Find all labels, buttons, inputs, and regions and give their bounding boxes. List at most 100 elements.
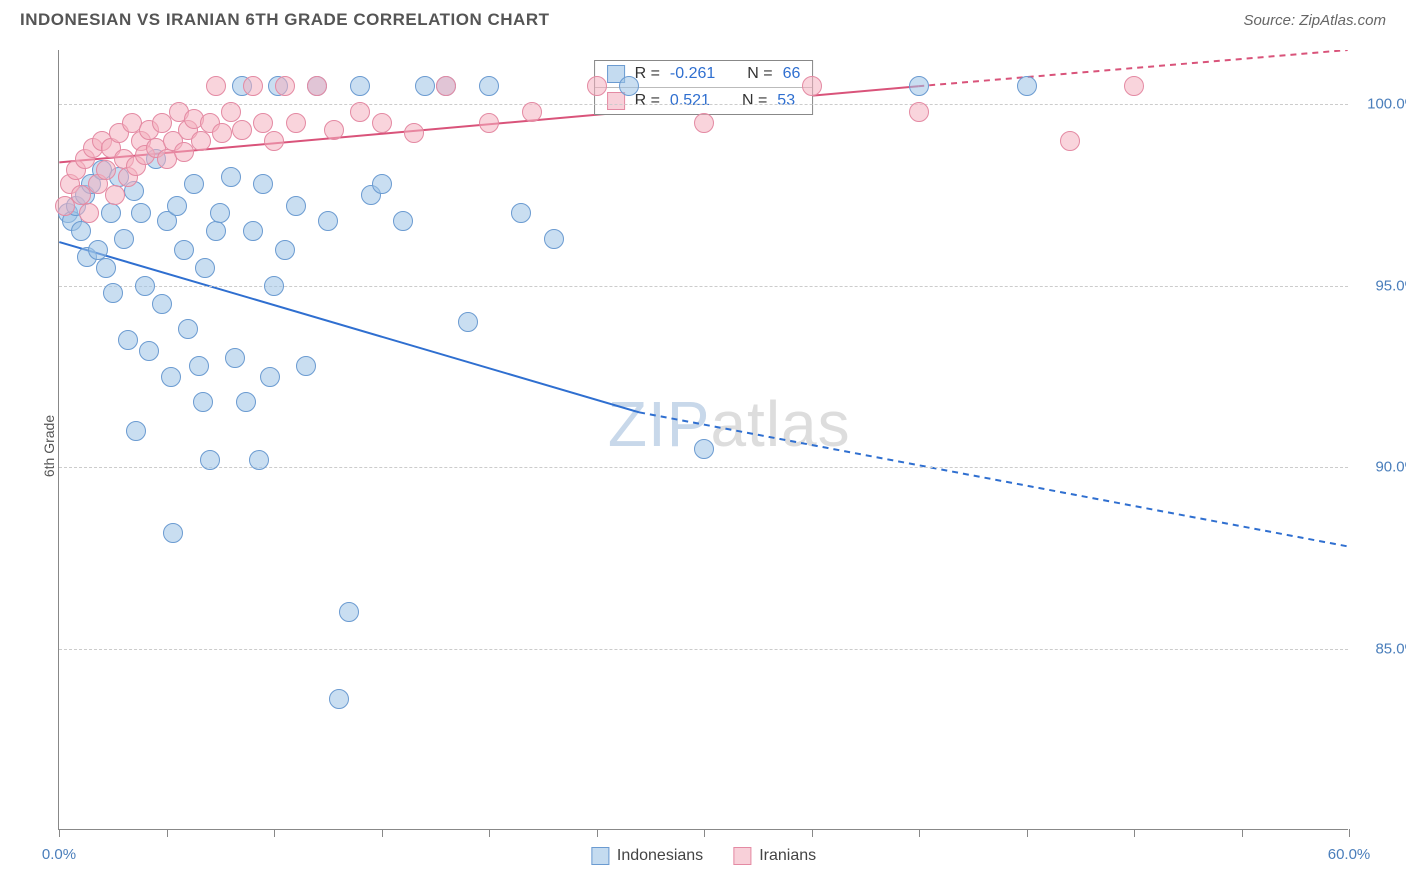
scatter-point	[350, 102, 370, 122]
watermark: ZIPatlas	[608, 387, 851, 461]
scatter-point	[296, 356, 316, 376]
scatter-point	[232, 120, 252, 140]
scatter-point	[544, 229, 564, 249]
scatter-point	[522, 102, 542, 122]
gridline	[59, 104, 1348, 105]
scatter-point	[221, 167, 241, 187]
scatter-point	[286, 113, 306, 133]
x-tick-label: 0.0%	[42, 846, 76, 863]
scatter-point	[178, 319, 198, 339]
x-tick	[1349, 829, 1350, 837]
scatter-point	[249, 450, 269, 470]
scatter-point	[118, 330, 138, 350]
x-tick	[167, 829, 168, 837]
x-tick	[1134, 829, 1135, 837]
scatter-point	[264, 276, 284, 296]
y-tick-label: 90.0%	[1358, 459, 1406, 476]
scatter-point	[318, 211, 338, 231]
scatter-point	[101, 203, 121, 223]
scatter-point	[909, 102, 929, 122]
gridline	[59, 649, 1348, 650]
scatter-point	[264, 131, 284, 151]
chart-plot-area: ZIPatlas R = -0.261 N = 66 R = 0.521 N =…	[58, 50, 1348, 830]
scatter-point	[210, 203, 230, 223]
r-value: -0.261	[670, 65, 715, 83]
scatter-point	[71, 221, 91, 241]
scatter-point	[114, 229, 134, 249]
scatter-point	[436, 76, 456, 96]
x-tick	[812, 829, 813, 837]
scatter-point	[126, 421, 146, 441]
scatter-point	[260, 367, 280, 387]
bottom-legend: Indonesians Iranians	[591, 847, 816, 865]
swatch-icon	[591, 847, 609, 865]
scatter-point	[221, 102, 241, 122]
chart-title: INDONESIAN VS IRANIAN 6TH GRADE CORRELAT…	[20, 10, 549, 30]
scatter-point	[88, 240, 108, 260]
y-tick-label: 85.0%	[1358, 640, 1406, 657]
n-value: 53	[777, 92, 795, 110]
scatter-point	[324, 120, 344, 140]
x-tick	[382, 829, 383, 837]
scatter-point	[1124, 76, 1144, 96]
scatter-point	[191, 131, 211, 151]
scatter-point	[372, 174, 392, 194]
scatter-point	[212, 123, 232, 143]
x-tick	[704, 829, 705, 837]
scatter-point	[619, 76, 639, 96]
scatter-point	[103, 283, 123, 303]
scatter-point	[307, 76, 327, 96]
scatter-point	[131, 203, 151, 223]
scatter-point	[694, 439, 714, 459]
scatter-point	[193, 392, 213, 412]
scatter-point	[286, 196, 306, 216]
scatter-point	[236, 392, 256, 412]
scatter-point	[189, 356, 209, 376]
scatter-point	[243, 76, 263, 96]
scatter-point	[139, 341, 159, 361]
swatch-icon	[733, 847, 751, 865]
scatter-point	[105, 185, 125, 205]
scatter-point	[802, 76, 822, 96]
scatter-point	[200, 450, 220, 470]
scatter-point	[350, 76, 370, 96]
scatter-point	[479, 76, 499, 96]
scatter-point	[1017, 76, 1037, 96]
source-label: Source: ZipAtlas.com	[1243, 12, 1386, 29]
scatter-point	[96, 258, 116, 278]
x-tick	[597, 829, 598, 837]
x-tick-label: 60.0%	[1328, 846, 1371, 863]
scatter-point	[275, 76, 295, 96]
scatter-point	[163, 523, 183, 543]
x-tick	[1242, 829, 1243, 837]
scatter-point	[404, 123, 424, 143]
scatter-point	[909, 76, 929, 96]
scatter-point	[587, 76, 607, 96]
r-value: 0.521	[670, 92, 710, 110]
scatter-point	[1060, 131, 1080, 151]
scatter-point	[253, 174, 273, 194]
n-value: 66	[783, 65, 801, 83]
x-tick	[919, 829, 920, 837]
scatter-point	[329, 689, 349, 709]
scatter-point	[206, 76, 226, 96]
swatch-icon	[607, 92, 625, 110]
x-tick	[59, 829, 60, 837]
scatter-point	[167, 196, 187, 216]
scatter-point	[479, 113, 499, 133]
y-tick-label: 100.0%	[1358, 96, 1406, 113]
scatter-point	[694, 113, 714, 133]
scatter-point	[372, 113, 392, 133]
scatter-point	[511, 203, 531, 223]
y-axis-label: 6th Grade	[41, 415, 57, 477]
x-tick	[489, 829, 490, 837]
scatter-point	[135, 276, 155, 296]
x-tick	[274, 829, 275, 837]
x-tick	[1027, 829, 1028, 837]
scatter-point	[161, 367, 181, 387]
scatter-point	[79, 203, 99, 223]
scatter-point	[393, 211, 413, 231]
scatter-point	[225, 348, 245, 368]
scatter-point	[253, 113, 273, 133]
scatter-point	[152, 294, 172, 314]
